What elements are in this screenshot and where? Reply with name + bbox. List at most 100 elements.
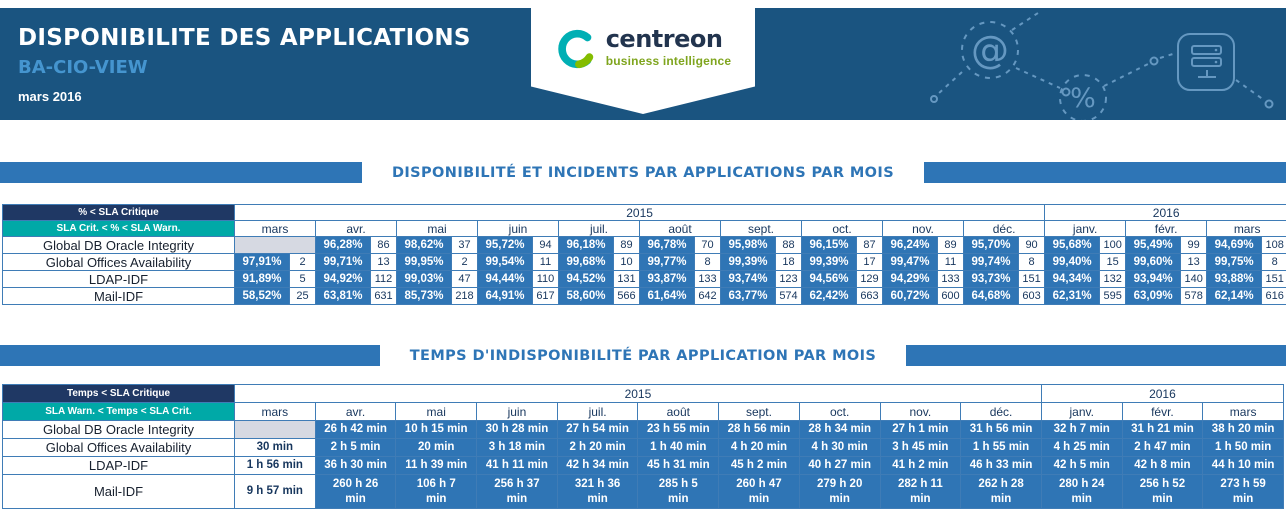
downtime-cell: 2 h 47 min: [1121, 438, 1204, 457]
month-header: juin: [476, 402, 558, 421]
availability-pct-cell: 62,31%: [1044, 287, 1101, 305]
section-downtime-titlebar: TEMPS D'INDISPONIBILITÉ PAR APPLICATION …: [0, 345, 1286, 366]
incident-count-cell: 13: [370, 253, 397, 271]
availability-pct-cell: 93,73%: [963, 270, 1019, 288]
availability-pct-cell: 99,75%: [1206, 253, 1263, 271]
table-row: Global DB Oracle Integrity 26 h 42 min 10 …: [2, 420, 1284, 439]
downtime-cell: 4 h 20 min: [718, 438, 800, 457]
availability-pct-cell: 61,64%: [639, 287, 695, 305]
incident-count-cell: 133: [694, 270, 721, 288]
table-row: Mail-IDF 58,52% 25 63,81% 631 85,73% 218 64,91%…: [2, 287, 1286, 305]
availability-pct-cell: 64,91%: [477, 287, 533, 305]
row-label: Global Offices Availability: [2, 438, 235, 457]
month-header: nov.: [879, 402, 962, 421]
availability-pct-cell: 95,49%: [1125, 236, 1182, 254]
availability-pct-cell: 96,28%: [315, 236, 371, 254]
availability-pct-cell: 94,34%: [1044, 270, 1101, 288]
downtime-cell: 262 h 28 min: [960, 474, 1042, 509]
downtime-cell: 32 h 7 min: [1040, 420, 1123, 439]
legend-critical: Temps < SLA Critique: [2, 384, 235, 403]
table-row: Global Offices Availability 30 min 2 h 5 m…: [2, 438, 1284, 457]
section-title-downtime: TEMPS D'INDISPONIBILITÉ PAR APPLICATION …: [409, 347, 877, 364]
availability-pct-cell: 93,87%: [639, 270, 695, 288]
row-label: LDAP-IDF: [2, 270, 235, 288]
downtime-cell: 20 min: [395, 438, 478, 457]
incident-count-cell: 10: [613, 253, 640, 271]
month-header: janv.: [1044, 220, 1127, 237]
incident-count-cell: 132: [1099, 270, 1127, 288]
row-label: Global DB Oracle Integrity: [2, 236, 235, 254]
availability-pct-cell: 85,73%: [396, 287, 452, 305]
incident-count-cell: 108: [1261, 236, 1286, 254]
incident-count-cell: 37: [451, 236, 478, 254]
incident-count-cell: 99: [1180, 236, 1208, 254]
incident-count-cell: 89: [937, 236, 964, 254]
incident-count-cell: 5: [289, 270, 316, 288]
legend-warning: SLA Crit. < % < SLA Warn.: [2, 220, 235, 237]
table-row: LDAP-IDF 1 h 56 min 36 h 30 min 11 h 39 min…: [2, 456, 1284, 475]
title-bar-right: [906, 345, 1286, 366]
incident-count-cell: 11: [937, 253, 964, 271]
availability-pct-cell: 99,54%: [477, 253, 533, 271]
incident-count-cell: 566: [613, 287, 640, 305]
downtime-cell: 41 h 2 min: [879, 456, 962, 475]
year-header: 2016: [1040, 384, 1285, 403]
availability-pct-cell: 63,77%: [720, 287, 776, 305]
month-header: mars: [234, 402, 316, 421]
header-decorations: @ %: [930, 12, 1274, 120]
incident-count-cell: 86: [370, 236, 397, 254]
incident-count-cell: 2: [289, 253, 316, 271]
downtime-cell: 11 h 39 min: [395, 456, 478, 475]
availability-pct-cell: 58,60%: [558, 287, 614, 305]
incident-count-cell: 123: [775, 270, 802, 288]
availability-pct-cell: 93,94%: [1125, 270, 1182, 288]
logo-banner: centreon business intelligence: [531, 8, 755, 114]
availability-pct-cell: 94,92%: [315, 270, 371, 288]
month-header: mai: [395, 402, 478, 421]
availability-pct-cell: 99,74%: [963, 253, 1019, 271]
downtime-cell: 9 h 57 min: [234, 474, 316, 509]
incident-count-cell: 112: [370, 270, 397, 288]
row-label: Global DB Oracle Integrity: [2, 420, 235, 439]
incident-count-cell: 578: [1180, 287, 1208, 305]
month-header: mars: [1202, 402, 1284, 421]
downtime-cell: 27 h 1 min: [879, 420, 962, 439]
downtime-cell: 3 h 45 min: [879, 438, 962, 457]
availability-pct-cell: 62,14%: [1206, 287, 1263, 305]
month-header: juil.: [556, 402, 639, 421]
table-row: Global Offices Availability 97,91% 2 99,71%…: [2, 253, 1286, 271]
incident-count-cell: 13: [1180, 253, 1208, 271]
incident-count-cell: 15: [1099, 253, 1127, 271]
incident-count-cell: 8: [1017, 253, 1046, 271]
table-row: Global DB Oracle Integrity 96,28% 86 98,62%…: [2, 236, 1286, 254]
downtime-cell: 106 h 7 min: [395, 474, 478, 509]
availability-pct-cell: 94,52%: [558, 270, 614, 288]
downtime-cell: 41 h 11 min: [476, 456, 558, 475]
availability-pct-cell: 94,44%: [477, 270, 533, 288]
downtime-cell: 42 h 8 min: [1121, 456, 1204, 475]
centreon-logo: centreon business intelligence: [555, 27, 732, 114]
downtime-cell: 30 min: [234, 438, 316, 457]
month-header: mai: [396, 220, 478, 237]
incident-count-cell: 642: [694, 287, 721, 305]
incident-count-cell: 600: [937, 287, 964, 305]
incident-count-cell: 8: [694, 253, 721, 271]
table-header-row: Temps < SLA Critique 2015 2016: [2, 384, 1285, 403]
month-header: oct.: [798, 402, 881, 421]
incident-count-cell: 88: [775, 236, 802, 254]
availability-pct-cell: 95,70%: [963, 236, 1019, 254]
availability-pct-cell: 96,24%: [882, 236, 938, 254]
report-header-text: DISPONIBILITE DES APPLICATIONS BA-CIO-VI…: [18, 25, 471, 104]
incident-count-cell: 133: [937, 270, 964, 288]
downtime-cell: 321 h 36 min: [556, 474, 639, 509]
downtime-cell: 2 h 20 min: [556, 438, 639, 457]
availability-pct-cell: 99,47%: [882, 253, 938, 271]
month-header: avr.: [315, 220, 397, 237]
incident-count-cell: 90: [1017, 236, 1046, 254]
availability-pct-cell: 99,95%: [396, 253, 452, 271]
availability-pct-cell: 95,72%: [477, 236, 533, 254]
incident-count-cell: 94: [532, 236, 559, 254]
downtime-cell: 36 h 30 min: [314, 456, 397, 475]
incident-count-cell: 8: [1261, 253, 1286, 271]
availability-pct-cell: 96,15%: [801, 236, 857, 254]
